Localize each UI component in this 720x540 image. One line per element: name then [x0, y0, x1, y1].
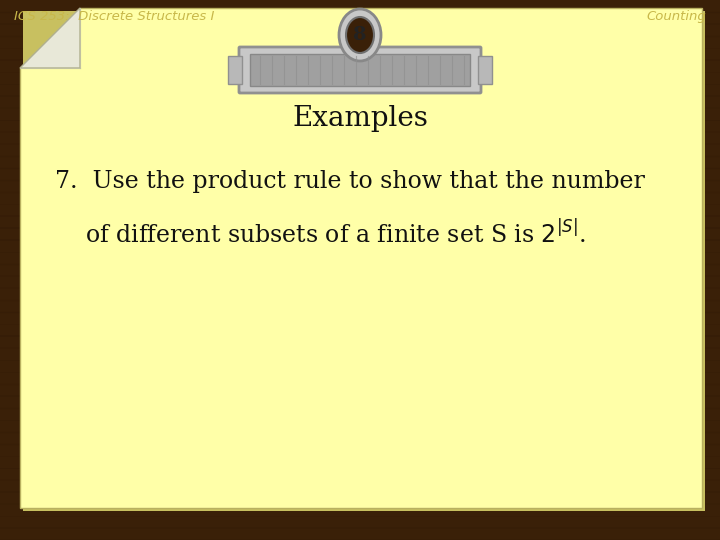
Text: of different subsets of a finite set S is $2^{|S|}$.: of different subsets of a finite set S i… [85, 220, 586, 248]
Text: Counting: Counting [647, 10, 706, 23]
Bar [250, 54, 470, 86]
Polygon shape [20, 8, 702, 508]
Bar [478, 56, 492, 84]
FancyBboxPatch shape [239, 47, 481, 93]
Ellipse shape [346, 17, 374, 53]
Text: 8: 8 [354, 26, 366, 44]
Bar [228, 56, 242, 84]
Polygon shape [20, 8, 80, 68]
Text: Examples: Examples [292, 105, 428, 132]
Text: ICS 253:  Discrete Structures I: ICS 253: Discrete Structures I [14, 10, 215, 23]
Text: 7.  Use the product rule to show that the number: 7. Use the product rule to show that the… [55, 170, 645, 193]
Ellipse shape [339, 9, 381, 61]
